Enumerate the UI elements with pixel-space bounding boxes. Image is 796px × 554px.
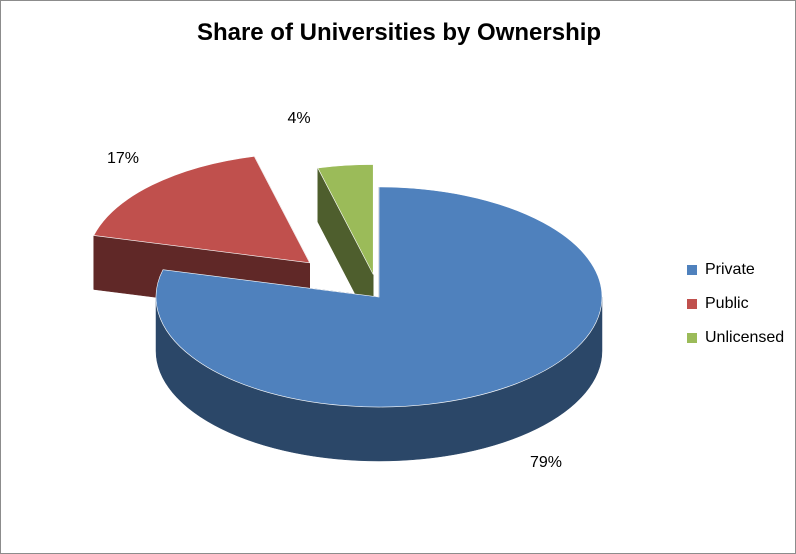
pie-slice-private	[155, 186, 603, 462]
legend-label-private: Private	[705, 261, 755, 278]
legend-swatch-public	[687, 299, 697, 309]
pie-slice-unlicensed-top	[317, 164, 374, 275]
pie-slice-private-top	[155, 186, 603, 408]
data-label-public: 17%	[107, 150, 139, 167]
legend-item-private: Private	[687, 253, 784, 287]
chart-legend: Private Public Unlicensed	[687, 253, 784, 355]
legend-label-public: Public	[705, 295, 749, 312]
legend-swatch-private	[687, 265, 697, 275]
legend-label-unlicensed: Unlicensed	[705, 329, 785, 346]
pie-slice-public-top	[93, 155, 311, 264]
legend-item-unlicensed: Unlicensed	[687, 321, 784, 355]
data-label-unlicensed: 4%	[287, 110, 310, 127]
chart-title: Share of Universities by Ownership	[196, 19, 602, 46]
legend-swatch-unlicensed	[687, 333, 697, 343]
legend-item-public: Public	[687, 287, 784, 321]
data-label-private: 79%	[530, 454, 562, 471]
